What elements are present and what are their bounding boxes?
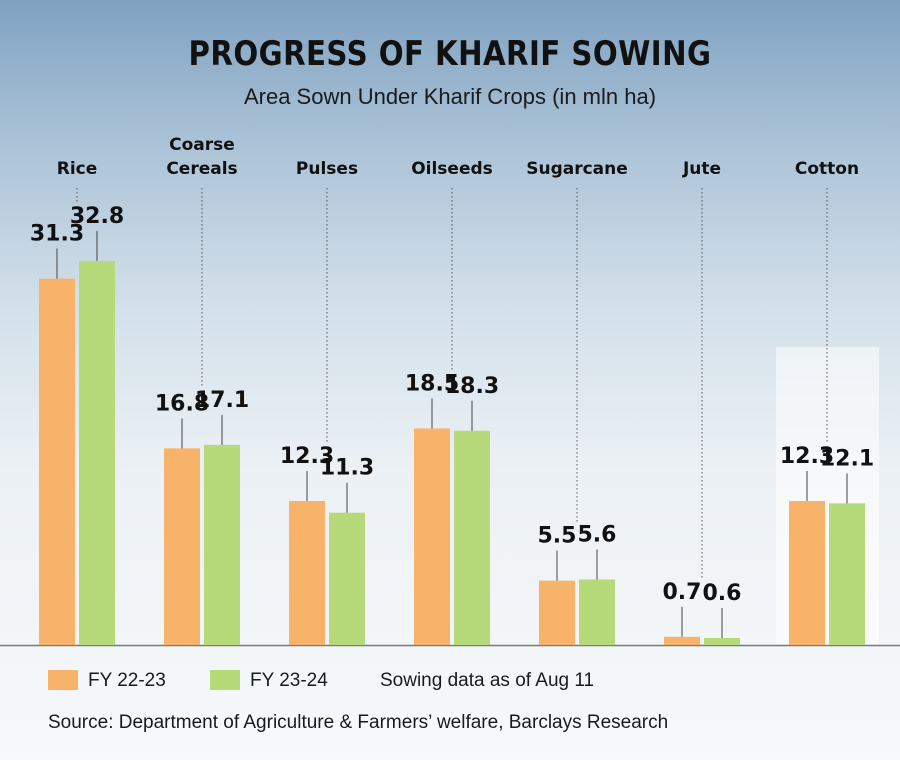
category-label-cotton: Cotton (795, 159, 859, 179)
category-label-oilseeds: Oilseeds (411, 159, 493, 179)
bar-pulses-fy2324 (329, 512, 365, 645)
category-label-jute: Jute (682, 159, 721, 179)
value-label-pulses-fy2324: 11.3 (320, 456, 374, 481)
value-label-jute-fy2324: 0.6 (703, 581, 742, 606)
value-label-cotton-fy2324: 12.1 (820, 446, 874, 471)
value-label-oilseeds-fy2223: 18.5 (405, 371, 459, 396)
value-label-cotton-fy2223: 12.3 (780, 444, 834, 469)
bar-rice-fy2223 (39, 278, 75, 645)
source-note: Source: Department of Agriculture & Farm… (48, 712, 669, 733)
bar-rice-fy2324 (79, 261, 115, 645)
category-label-coarse-cereals: Coarse Cereals (166, 135, 237, 179)
bar-coarse-cereals-fy2324 (204, 444, 240, 645)
bar-jute-fy2324 (704, 637, 740, 645)
legend-label-fy2223: FY 22-23 (88, 670, 166, 691)
bar-oilseeds-fy2324 (454, 430, 490, 645)
value-label-rice-fy2324: 32.8 (70, 204, 124, 229)
value-label-pulses-fy2223: 12.3 (280, 444, 334, 469)
legend-swatch-fy2223 (48, 670, 78, 690)
bar-oilseeds-fy2223 (414, 428, 450, 645)
bar-sugarcane-fy2223 (539, 580, 575, 645)
value-label-sugarcane-fy2324: 5.6 (578, 522, 617, 547)
bar-pulses-fy2223 (289, 501, 325, 645)
legend-swatch-fy2324 (210, 670, 240, 690)
bar-coarse-cereals-fy2223 (164, 448, 200, 645)
category-label-pulses: Pulses (296, 159, 358, 179)
chart-title: PROGRESS OF KHARIF SOWING (188, 34, 712, 74)
value-label-rice-fy2223: 31.3 (30, 222, 84, 247)
bar-cotton-fy2223 (789, 501, 825, 645)
bar-cotton-fy2324 (829, 503, 865, 645)
category-label-sugarcane: Sugarcane (526, 159, 628, 179)
value-label-jute-fy2223: 0.7 (663, 580, 702, 605)
value-label-coarse-cereals-fy2223: 16.8 (155, 391, 209, 416)
bar-jute-fy2223 (664, 636, 700, 645)
value-label-coarse-cereals-fy2324: 17.1 (195, 388, 249, 413)
value-label-sugarcane-fy2223: 5.5 (538, 524, 577, 549)
value-label-oilseeds-fy2324: 18.3 (445, 374, 499, 399)
category-label-rice: Rice (57, 159, 98, 179)
legend-label-fy2324: FY 23-24 (250, 670, 328, 691)
bar-sugarcane-fy2324 (579, 579, 615, 645)
chart-subtitle: Area Sown Under Kharif Crops (in mln ha) (243, 84, 657, 109)
